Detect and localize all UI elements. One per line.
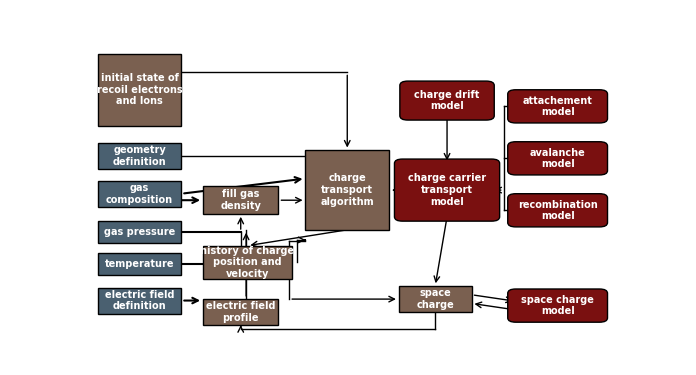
- FancyBboxPatch shape: [97, 253, 182, 274]
- FancyBboxPatch shape: [203, 299, 278, 325]
- FancyBboxPatch shape: [306, 150, 389, 230]
- Text: initial state of
recoil electrons
and Ions: initial state of recoil electrons and Io…: [97, 73, 182, 106]
- FancyBboxPatch shape: [507, 90, 608, 123]
- FancyBboxPatch shape: [97, 181, 182, 207]
- FancyBboxPatch shape: [97, 54, 182, 126]
- Text: avalanche
model: avalanche model: [530, 147, 585, 169]
- FancyBboxPatch shape: [399, 286, 472, 312]
- FancyBboxPatch shape: [97, 221, 182, 243]
- Text: charge drift
model: charge drift model: [414, 90, 480, 111]
- FancyBboxPatch shape: [507, 194, 608, 227]
- FancyBboxPatch shape: [203, 246, 292, 279]
- Text: space charge
model: space charge model: [521, 295, 594, 316]
- FancyBboxPatch shape: [97, 143, 182, 169]
- FancyBboxPatch shape: [203, 186, 278, 214]
- Text: geometry
definition: geometry definition: [113, 146, 166, 167]
- Text: charge carrier
transport
model: charge carrier transport model: [408, 174, 486, 207]
- FancyBboxPatch shape: [97, 288, 182, 314]
- FancyBboxPatch shape: [395, 159, 500, 221]
- Text: temperature: temperature: [105, 259, 174, 269]
- FancyBboxPatch shape: [400, 81, 494, 120]
- Text: space
charge: space charge: [416, 288, 454, 310]
- FancyBboxPatch shape: [507, 289, 608, 322]
- Text: recombination
model: recombination model: [518, 200, 597, 221]
- Text: charge
transport
algorithm: charge transport algorithm: [320, 174, 374, 207]
- FancyBboxPatch shape: [507, 142, 608, 175]
- Text: electric field
definition: electric field definition: [105, 290, 174, 311]
- Text: gas pressure: gas pressure: [104, 227, 175, 237]
- Text: fill gas
density: fill gas density: [221, 189, 261, 211]
- Text: electric field
profile: electric field profile: [206, 301, 276, 323]
- Text: gas
composition: gas composition: [106, 183, 173, 204]
- Text: attachement
model: attachement model: [523, 96, 592, 117]
- Text: history of charge
position and
velocity: history of charge position and velocity: [200, 246, 294, 279]
